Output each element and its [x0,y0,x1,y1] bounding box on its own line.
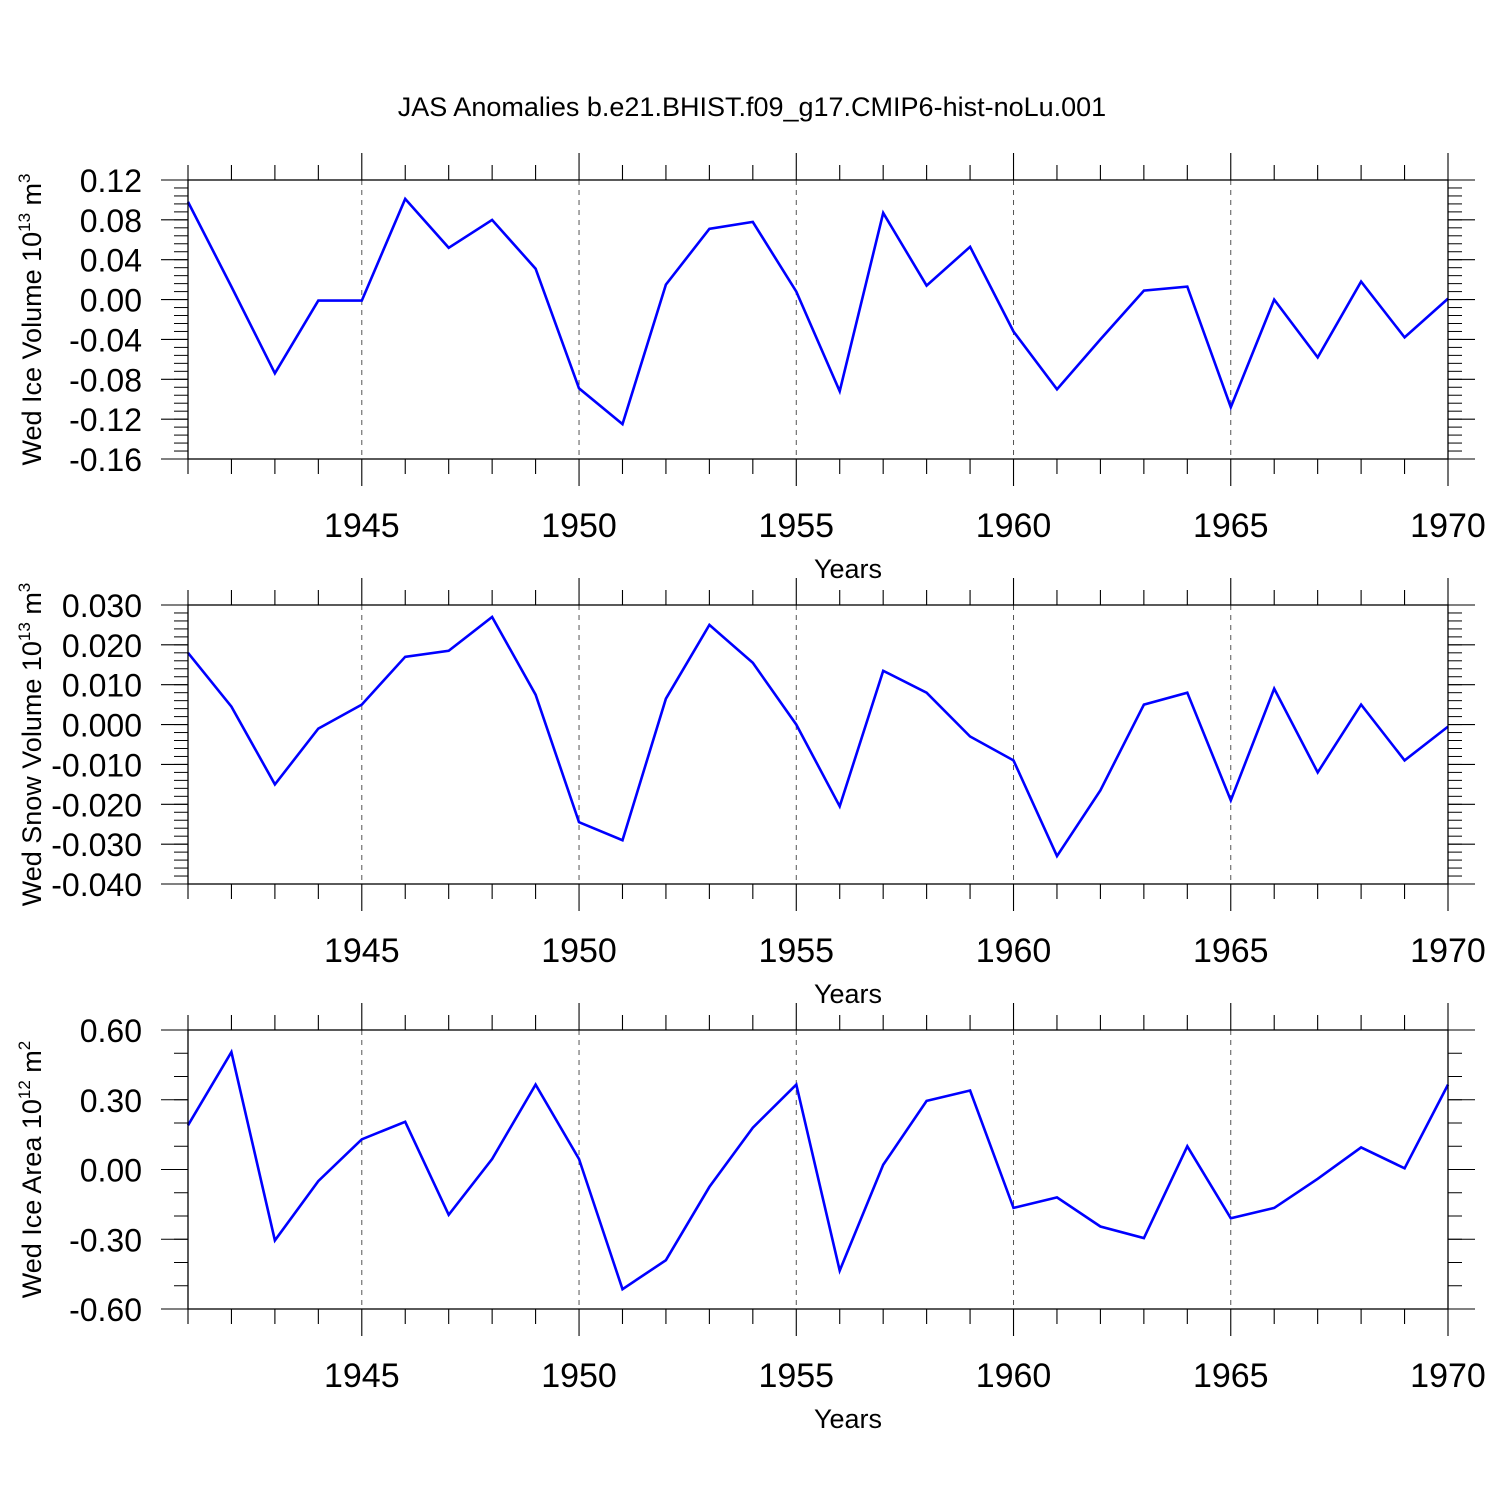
x-tick-label: 1955 [758,507,834,545]
y-tick-label: -0.030 [51,827,142,863]
y-axis-label: Wed Ice Volume 1013 m3 [15,173,47,465]
y-tick-label: -0.16 [69,442,142,478]
panel-2: 1945 1950 1955 1960 1965 1970 Years -0.040 -0.03… [15,578,1486,1009]
plot-frame [187,179,1449,460]
series-line [186,1048,1450,1292]
chart-panels: 1945 1950 1955 1960 1965 1970 Years -0.16 -0.12 -… [15,153,1486,1434]
y-label-text: Wed Snow Volume 10 [17,641,47,906]
y-label-unit-exponent: 2 [15,1041,34,1050]
x-tick-label: 1970 [1410,507,1486,545]
y-label-unit-exponent: 3 [15,583,34,592]
x-tick-label: 1955 [758,1357,834,1395]
y-tick-label: -0.040 [51,867,142,903]
y-tick-label: -0.08 [69,362,142,398]
x-tick-label: 1960 [976,507,1052,545]
y-tick-label: 0.020 [62,628,142,664]
x-tick-label: 1950 [541,507,617,545]
x-axis-label: Years [814,979,882,1009]
x-tick-label: 1960 [976,1357,1052,1395]
x-tick-label: 1950 [541,1357,617,1395]
y-label-text: Wed Ice Area 10 [17,1099,47,1298]
series-line [186,615,1449,859]
y-label-exponent: 13 [15,622,34,641]
plot-frame [187,604,1449,885]
y-label-unit: m [17,183,47,213]
x-tick-label: 1945 [324,932,400,970]
chart-title: JAS Anomalies b.e21.BHIST.f09_g17.CMIP6-… [398,92,1106,122]
y-tick-label: 0.010 [62,668,142,704]
y-tick-label: -0.020 [51,787,142,823]
y-tick-label: 0.60 [80,1013,142,1049]
x-axis-label: Years [814,1404,882,1434]
y-tick-label: 0.30 [80,1083,142,1119]
x-tick-label: 1955 [758,932,834,970]
y-tick-label: 0.12 [80,163,142,199]
y-tick-label: 0.08 [80,203,142,239]
y-label-unit: m [17,592,47,622]
series-line [186,196,1449,427]
x-tick-label: 1970 [1410,932,1486,970]
y-tick-label: -0.60 [69,1292,142,1328]
y-tick-label: -0.04 [69,322,142,358]
y-tick-label: 0.00 [80,1153,142,1189]
y-tick-label: -0.010 [51,747,142,783]
x-tick-label: 1950 [541,932,617,970]
x-tick-label: 1965 [1193,1357,1269,1395]
x-tick-label: 1945 [324,507,400,545]
y-tick-label: -0.30 [69,1222,142,1258]
x-tick-label: 1945 [324,1357,400,1395]
y-label-text: Wed Ice Volume 10 [17,232,47,466]
y-label-exponent: 12 [15,1080,34,1099]
x-tick-label: 1965 [1193,507,1269,545]
y-tick-label: 0.04 [80,243,142,279]
y-label-unit: m [17,1050,47,1080]
y-axis-label: Wed Ice Area 1012 m2 [15,1041,47,1299]
y-axis-label: Wed Snow Volume 1013 m3 [15,583,47,907]
y-tick-label: 0.030 [62,588,142,624]
y-label-unit-exponent: 3 [15,173,34,182]
x-tick-label: 1965 [1193,932,1269,970]
y-label-exponent: 13 [15,213,34,232]
y-tick-label: 0.00 [80,283,142,319]
x-tick-label: 1960 [976,932,1052,970]
panel-1: 1945 1950 1955 1960 1965 1970 Years -0.16 -0.12 -… [15,153,1486,584]
y-tick-label: 0.000 [62,708,142,744]
y-tick-label: -0.12 [69,402,142,438]
panel-3: 1945 1950 1955 1960 1965 1970 Years -0.60 -0.30 0… [15,1003,1486,1434]
x-tick-label: 1970 [1410,1357,1486,1395]
x-axis-label: Years [814,554,882,584]
